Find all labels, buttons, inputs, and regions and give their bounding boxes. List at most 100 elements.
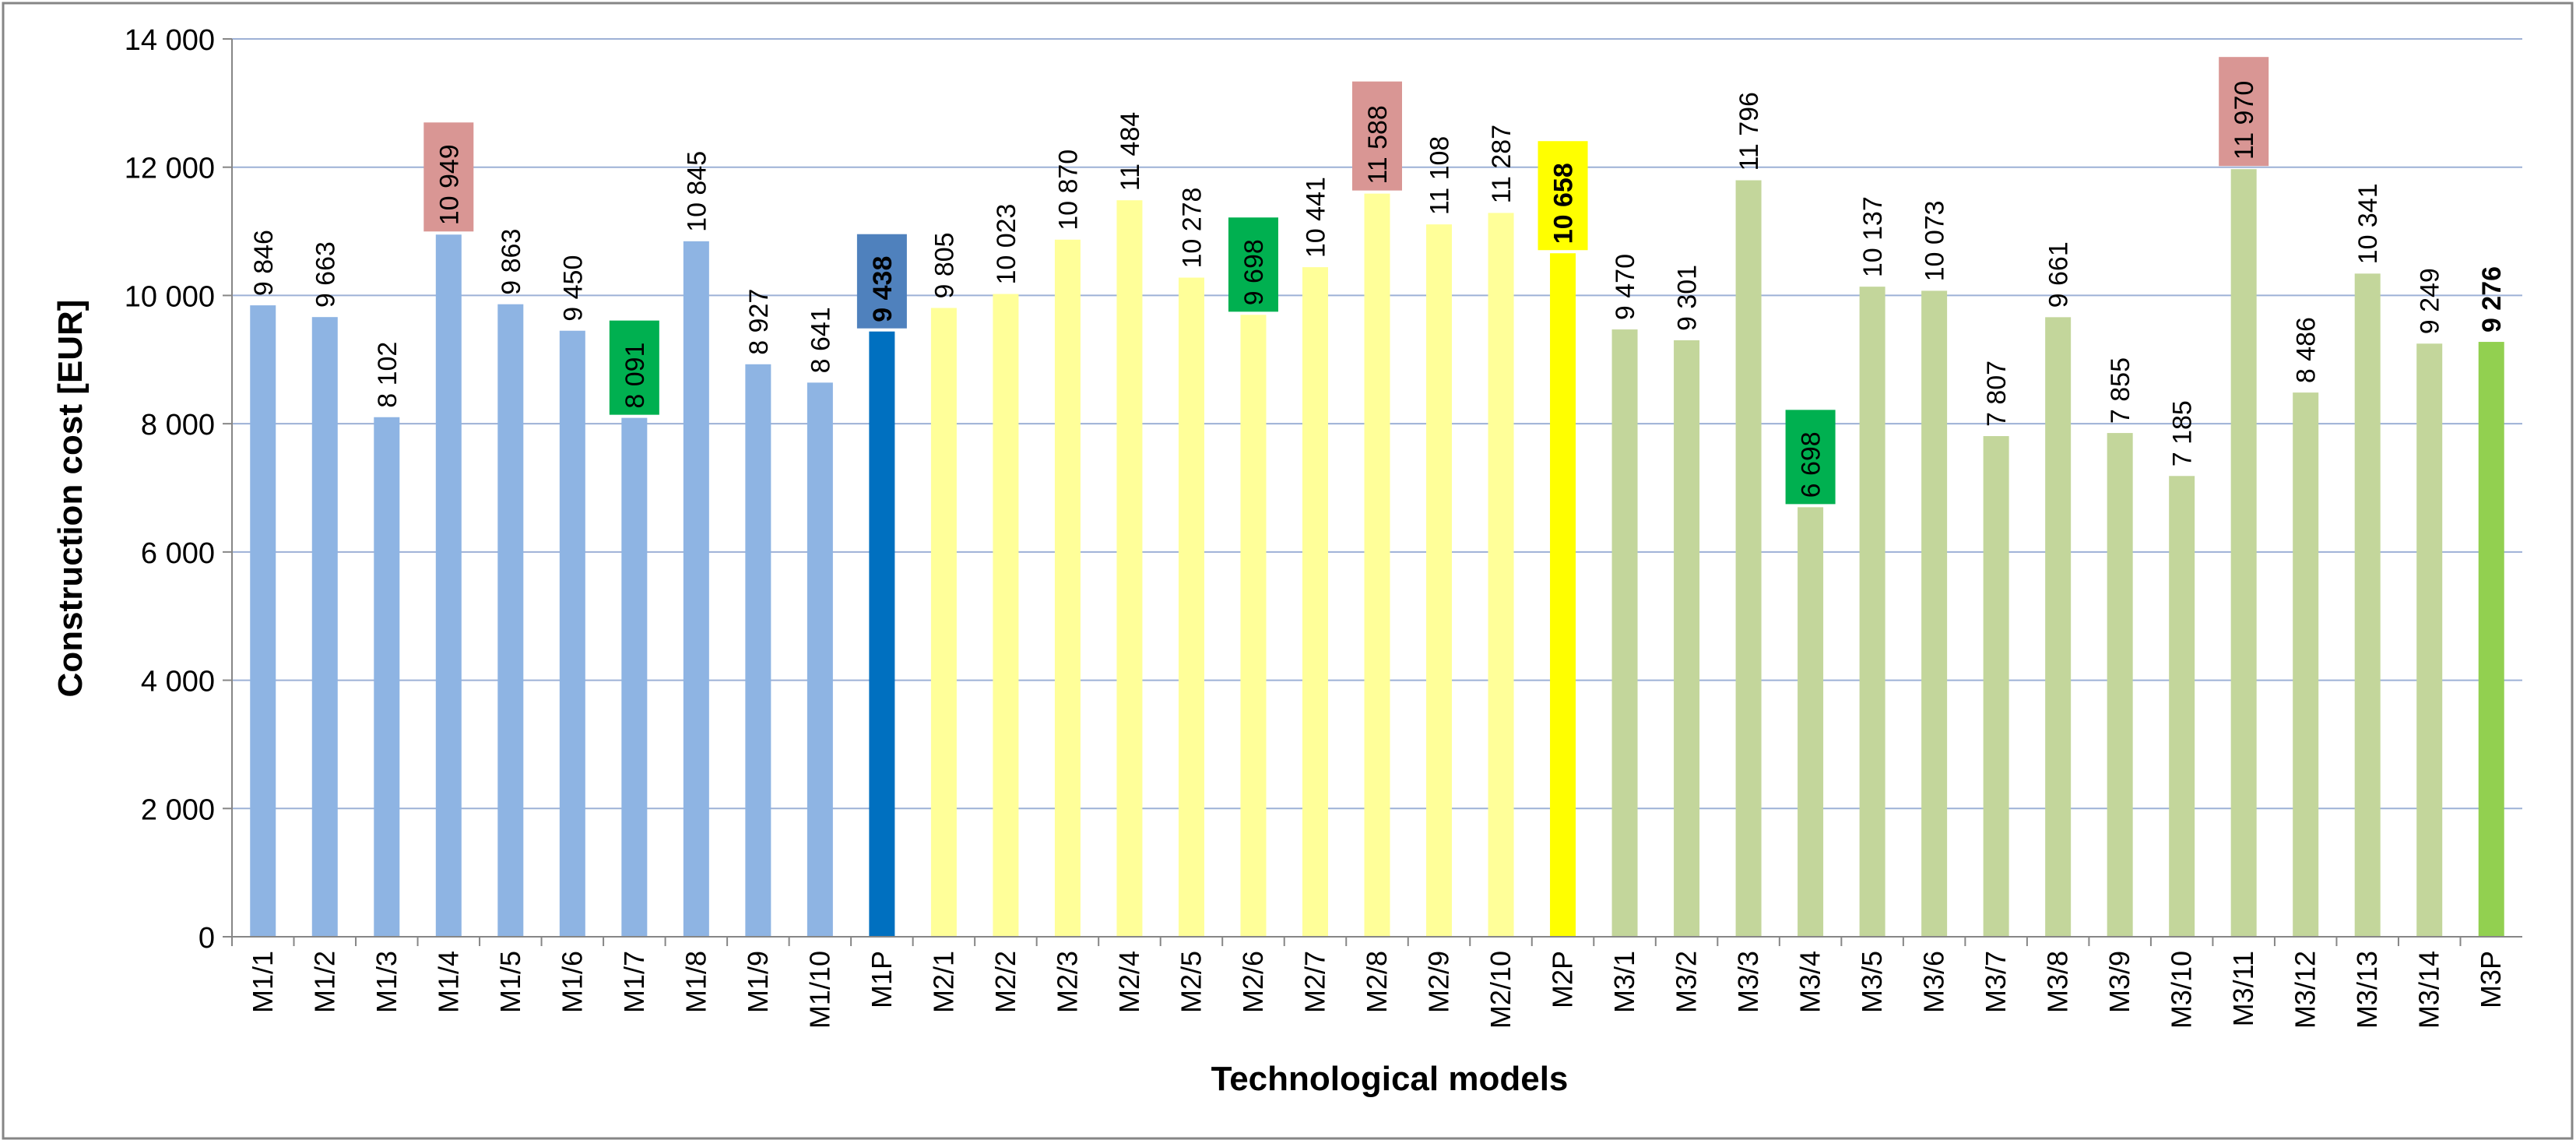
data-label: 10 658 xyxy=(1549,163,1579,244)
bar xyxy=(930,308,957,937)
bar xyxy=(1364,193,1390,937)
data-label: 9 661 xyxy=(2044,241,2074,308)
bar xyxy=(374,417,400,937)
bar xyxy=(559,330,585,938)
x-tick-label: M2/7 xyxy=(1299,951,1330,1013)
x-tick-label: M3/9 xyxy=(2103,951,2135,1013)
x-tick-label: M3P xyxy=(2475,951,2507,1008)
data-label: 10 073 xyxy=(1921,200,1950,281)
x-tick-label: M2/9 xyxy=(1423,951,1455,1013)
x-tick-label: M2/3 xyxy=(1051,951,1083,1013)
data-label: 9 276 xyxy=(2477,266,2507,332)
data-label: 11 287 xyxy=(1487,125,1516,203)
bar xyxy=(2230,169,2257,937)
y-tick-label: 4 000 xyxy=(141,666,215,698)
y-axis-title: Construction cost [EUR] xyxy=(51,300,90,698)
data-label-highlight-box xyxy=(856,234,907,329)
axes: 0 2 000 4 000 6 000 8 000 10 000 12 000 14 000 M… xyxy=(125,24,2522,1029)
x-tick-label: M1/4 xyxy=(432,951,464,1013)
x-tick-label: M1/5 xyxy=(494,951,526,1013)
bar xyxy=(1921,290,1948,937)
data-label: 9 846 xyxy=(249,230,279,296)
bar xyxy=(869,331,895,938)
bar xyxy=(1426,224,1453,937)
bar xyxy=(2107,433,2133,937)
data-label: 7 185 xyxy=(2168,400,2198,466)
data-label: 9 301 xyxy=(1673,265,1703,331)
data-label: 10 341 xyxy=(2353,183,2383,264)
y-tick-label: 10 000 xyxy=(125,280,215,313)
x-tick-label: M3/8 xyxy=(2042,951,2074,1013)
bar xyxy=(2045,317,2072,937)
bar xyxy=(1674,340,1700,937)
x-tick-label: M3/10 xyxy=(2166,951,2198,1029)
data-label: 8 091 xyxy=(620,343,650,409)
x-tick-label: M3/4 xyxy=(1794,951,1826,1013)
y-tick-label: 8 000 xyxy=(141,409,215,442)
data-label: 10 870 xyxy=(1053,150,1083,230)
data-label: 11 796 xyxy=(1734,92,1764,171)
y-tick-label: 0 xyxy=(199,922,215,955)
data-label-highlight-box xyxy=(1352,81,1402,191)
data-label: 9 698 xyxy=(1239,239,1269,305)
x-tick-label: M3/6 xyxy=(1918,951,1950,1013)
data-label: 7 855 xyxy=(2106,357,2135,424)
x-tick-label: M1P xyxy=(866,951,898,1008)
x-tick-label: M2/2 xyxy=(989,951,1021,1013)
x-tick-label: M2P xyxy=(1547,951,1579,1008)
data-label: 9 663 xyxy=(311,241,340,308)
data-label: 10 441 xyxy=(1301,177,1330,258)
data-label: 8 927 xyxy=(744,289,774,355)
data-label-highlight-box xyxy=(2219,57,2269,167)
data-label: 9 249 xyxy=(2416,268,2445,334)
data-label: 11 108 xyxy=(1425,136,1455,215)
x-tick-label: M1/1 xyxy=(247,951,279,1013)
bar xyxy=(1859,287,1885,937)
bar xyxy=(1054,239,1081,938)
x-tick-label: M1/7 xyxy=(618,951,650,1013)
data-label: 9 805 xyxy=(930,232,959,298)
data-label: 11 588 xyxy=(1363,105,1393,184)
data-label: 10 278 xyxy=(1177,188,1207,269)
bar xyxy=(1735,180,1762,937)
bar xyxy=(1983,436,2009,937)
data-label-highlight-box xyxy=(1538,141,1588,251)
data-label: 10 845 xyxy=(682,151,712,232)
y-tick-label: 2 000 xyxy=(141,793,215,826)
x-tick-label: M1/9 xyxy=(742,951,774,1013)
bar xyxy=(1302,267,1328,937)
x-tick-label: M1/10 xyxy=(803,951,835,1029)
bar xyxy=(2169,476,2195,937)
x-tick-label: M1/8 xyxy=(680,951,712,1013)
data-label: 9 863 xyxy=(497,229,526,295)
bar xyxy=(435,234,462,938)
x-tick-label: M3/5 xyxy=(1856,951,1888,1013)
data-label: 10 949 xyxy=(434,144,464,225)
x-tick-label: M3/11 xyxy=(2227,951,2259,1026)
data-label: 8 486 xyxy=(2292,317,2321,383)
bar xyxy=(1178,277,1204,937)
bar xyxy=(2354,273,2381,937)
bar xyxy=(2478,342,2504,937)
x-tick-label: M2/6 xyxy=(1237,951,1269,1013)
bar xyxy=(311,317,338,937)
x-tick-label: M1/6 xyxy=(556,951,588,1013)
bar xyxy=(250,305,276,937)
bar xyxy=(807,382,833,937)
x-tick-label: M2/1 xyxy=(927,951,959,1013)
y-tick-label: 14 000 xyxy=(125,24,215,57)
data-label: 11 484 xyxy=(1116,112,1145,191)
x-tick-label: M1/3 xyxy=(371,951,402,1013)
data-label: 8 102 xyxy=(373,342,402,408)
data-label-highlight-box xyxy=(1228,217,1278,312)
data-label: 10 023 xyxy=(992,204,1021,285)
data-label: 10 137 xyxy=(1858,196,1888,277)
x-tick-label: M3/12 xyxy=(2290,951,2321,1029)
bar xyxy=(993,294,1019,937)
x-tick-label: M3/2 xyxy=(1671,951,1703,1013)
x-tick-label: M3/7 xyxy=(1980,951,2012,1013)
bar xyxy=(1611,329,1638,937)
bar xyxy=(745,364,771,937)
bar xyxy=(621,417,648,937)
